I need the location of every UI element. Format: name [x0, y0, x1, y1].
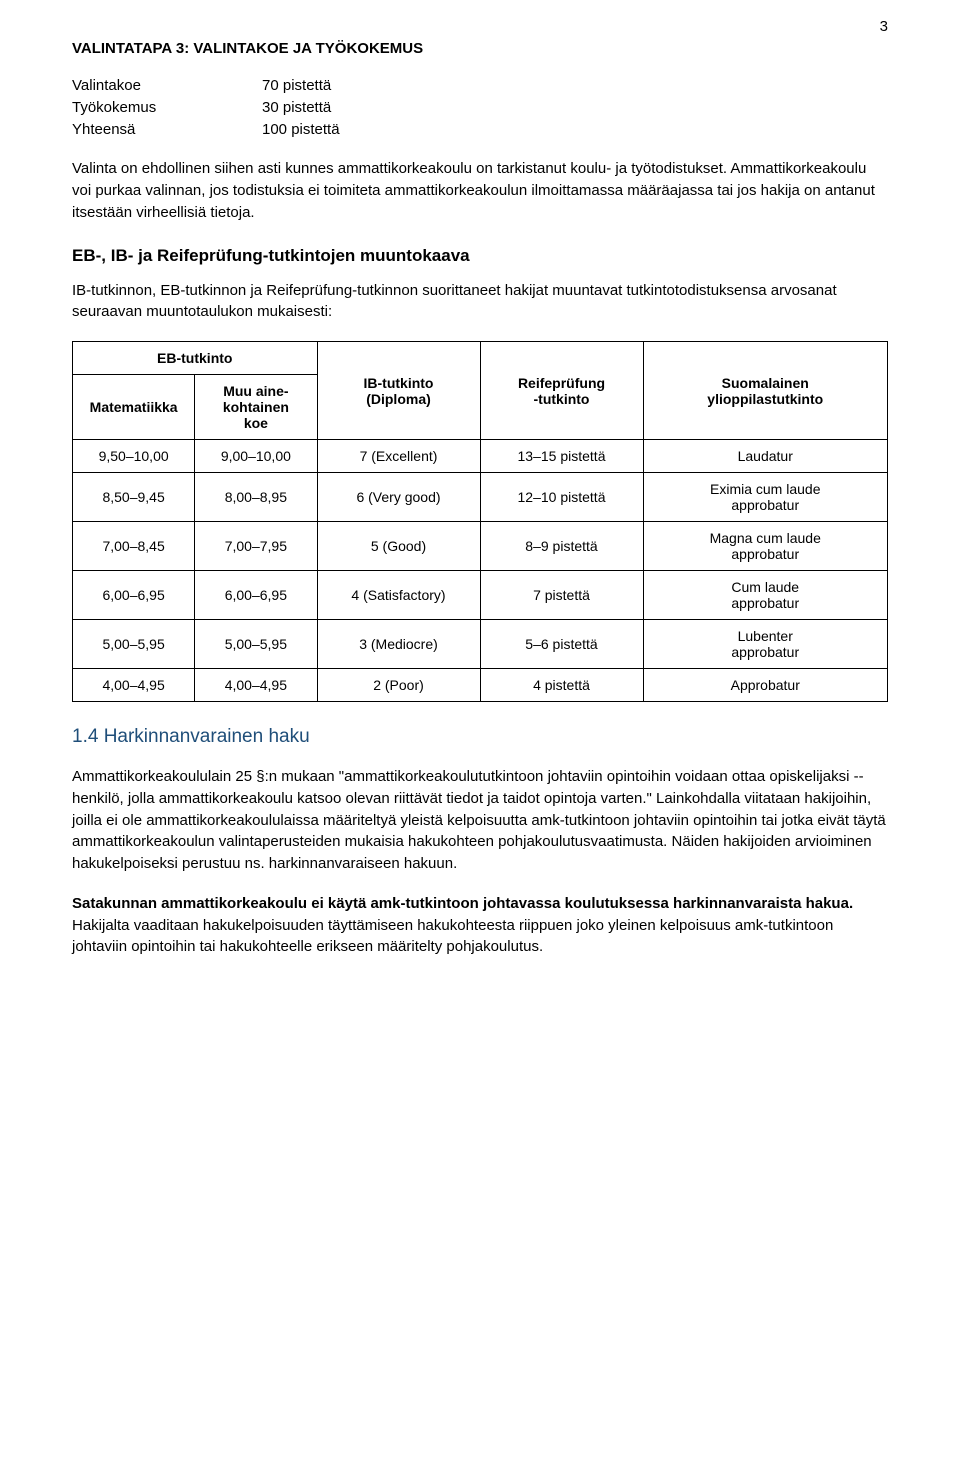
th-su: Suomalainen ylioppilastutkinto: [643, 342, 888, 440]
th-eb: EB-tutkinto: [73, 342, 318, 375]
paragraph: Ammattikorkeakoululain 25 §:n mukaan "am…: [72, 766, 888, 875]
points-label: Valintakoe: [72, 75, 262, 97]
cell: 5,00–5,95: [73, 620, 195, 669]
table-row: 5,00–5,95 5,00–5,95 3 (Mediocre) 5–6 pis…: [73, 620, 888, 669]
table-row: 4,00–4,95 4,00–4,95 2 (Poor) 4 pistettä …: [73, 669, 888, 702]
points-label: Työkokemus: [72, 97, 262, 119]
table-header-row: EB-tutkinto IB-tutkinto (Diploma) Reifep…: [73, 342, 888, 375]
cell: 4,00–4,95: [195, 669, 317, 702]
document-page: 3 VALINTATAPA 3: VALINTAKOE JA TYÖKOKEMU…: [0, 0, 960, 1484]
points-value: 30 pistettä: [262, 97, 331, 119]
subsection-heading: 1.4 Harkinnanvarainen haku: [72, 726, 888, 748]
cell: 5,00–5,95: [195, 620, 317, 669]
cell: 6 (Very good): [317, 473, 480, 522]
cell: 7 (Excellent): [317, 440, 480, 473]
cell: 4 pistettä: [480, 669, 643, 702]
cell: 6,00–6,95: [73, 571, 195, 620]
points-block: Valintakoe 70 pistettä Työkokemus 30 pis…: [72, 75, 888, 140]
cell: Magna cum laude approbatur: [643, 522, 888, 571]
th-eb-sub1: Matematiikka: [73, 375, 195, 440]
section-title: VALINTATAPA 3: VALINTAKOE JA TYÖKOKEMUS: [72, 40, 888, 57]
cell: 4 (Satisfactory): [317, 571, 480, 620]
cell: 9,50–10,00: [73, 440, 195, 473]
conversion-table: EB-tutkinto IB-tutkinto (Diploma) Reifep…: [72, 341, 888, 702]
cell: Approbatur: [643, 669, 888, 702]
paragraph: Satakunnan ammattikorkeakoulu ei käytä a…: [72, 893, 888, 958]
cell: 13–15 pistettä: [480, 440, 643, 473]
paragraph-rest: Hakijalta vaaditaan hakukelpoisuuden täy…: [72, 917, 833, 956]
table-row: 7,00–8,45 7,00–7,95 5 (Good) 8–9 pistett…: [73, 522, 888, 571]
cell: 7 pistettä: [480, 571, 643, 620]
points-row: Valintakoe 70 pistettä: [72, 75, 888, 97]
cell: Lubenter approbatur: [643, 620, 888, 669]
points-row: Työkokemus 30 pistettä: [72, 97, 888, 119]
cell: 8–9 pistettä: [480, 522, 643, 571]
points-label: Yhteensä: [72, 119, 262, 141]
cell: 7,00–8,45: [73, 522, 195, 571]
cell: 5 (Good): [317, 522, 480, 571]
cell: 7,00–7,95: [195, 522, 317, 571]
page-number: 3: [880, 18, 888, 35]
bold-lead: Satakunnan ammattikorkeakoulu ei käytä a…: [72, 895, 853, 912]
cell: 9,00–10,00: [195, 440, 317, 473]
cell: 12–10 pistettä: [480, 473, 643, 522]
cell: Laudatur: [643, 440, 888, 473]
cell: 5–6 pistettä: [480, 620, 643, 669]
cell: 6,00–6,95: [195, 571, 317, 620]
cell: Cum laude approbatur: [643, 571, 888, 620]
table-row: 8,50–9,45 8,00–8,95 6 (Very good) 12–10 …: [73, 473, 888, 522]
table-row: 9,50–10,00 9,00–10,00 7 (Excellent) 13–1…: [73, 440, 888, 473]
cell: 4,00–4,95: [73, 669, 195, 702]
table-body: 9,50–10,00 9,00–10,00 7 (Excellent) 13–1…: [73, 440, 888, 702]
cell: 8,50–9,45: [73, 473, 195, 522]
th-rp: Reifeprüfung -tutkinto: [480, 342, 643, 440]
points-value: 100 pistettä: [262, 119, 340, 141]
paragraph: Valinta on ehdollinen siihen asti kunnes…: [72, 158, 888, 223]
paragraph: IB-tutkinnon, EB-tutkinnon ja Reifeprüfu…: [72, 280, 888, 324]
table-row: 6,00–6,95 6,00–6,95 4 (Satisfactory) 7 p…: [73, 571, 888, 620]
cell: 2 (Poor): [317, 669, 480, 702]
th-ib: IB-tutkinto (Diploma): [317, 342, 480, 440]
cell: 8,00–8,95: [195, 473, 317, 522]
points-value: 70 pistettä: [262, 75, 331, 97]
cell: 3 (Mediocre): [317, 620, 480, 669]
th-eb-sub2: Muu aine- kohtainen koe: [195, 375, 317, 440]
points-row: Yhteensä 100 pistettä: [72, 119, 888, 141]
conversion-title: EB-, IB- ja Reifeprüfung-tutkintojen muu…: [72, 246, 888, 266]
cell: Eximia cum laude approbatur: [643, 473, 888, 522]
